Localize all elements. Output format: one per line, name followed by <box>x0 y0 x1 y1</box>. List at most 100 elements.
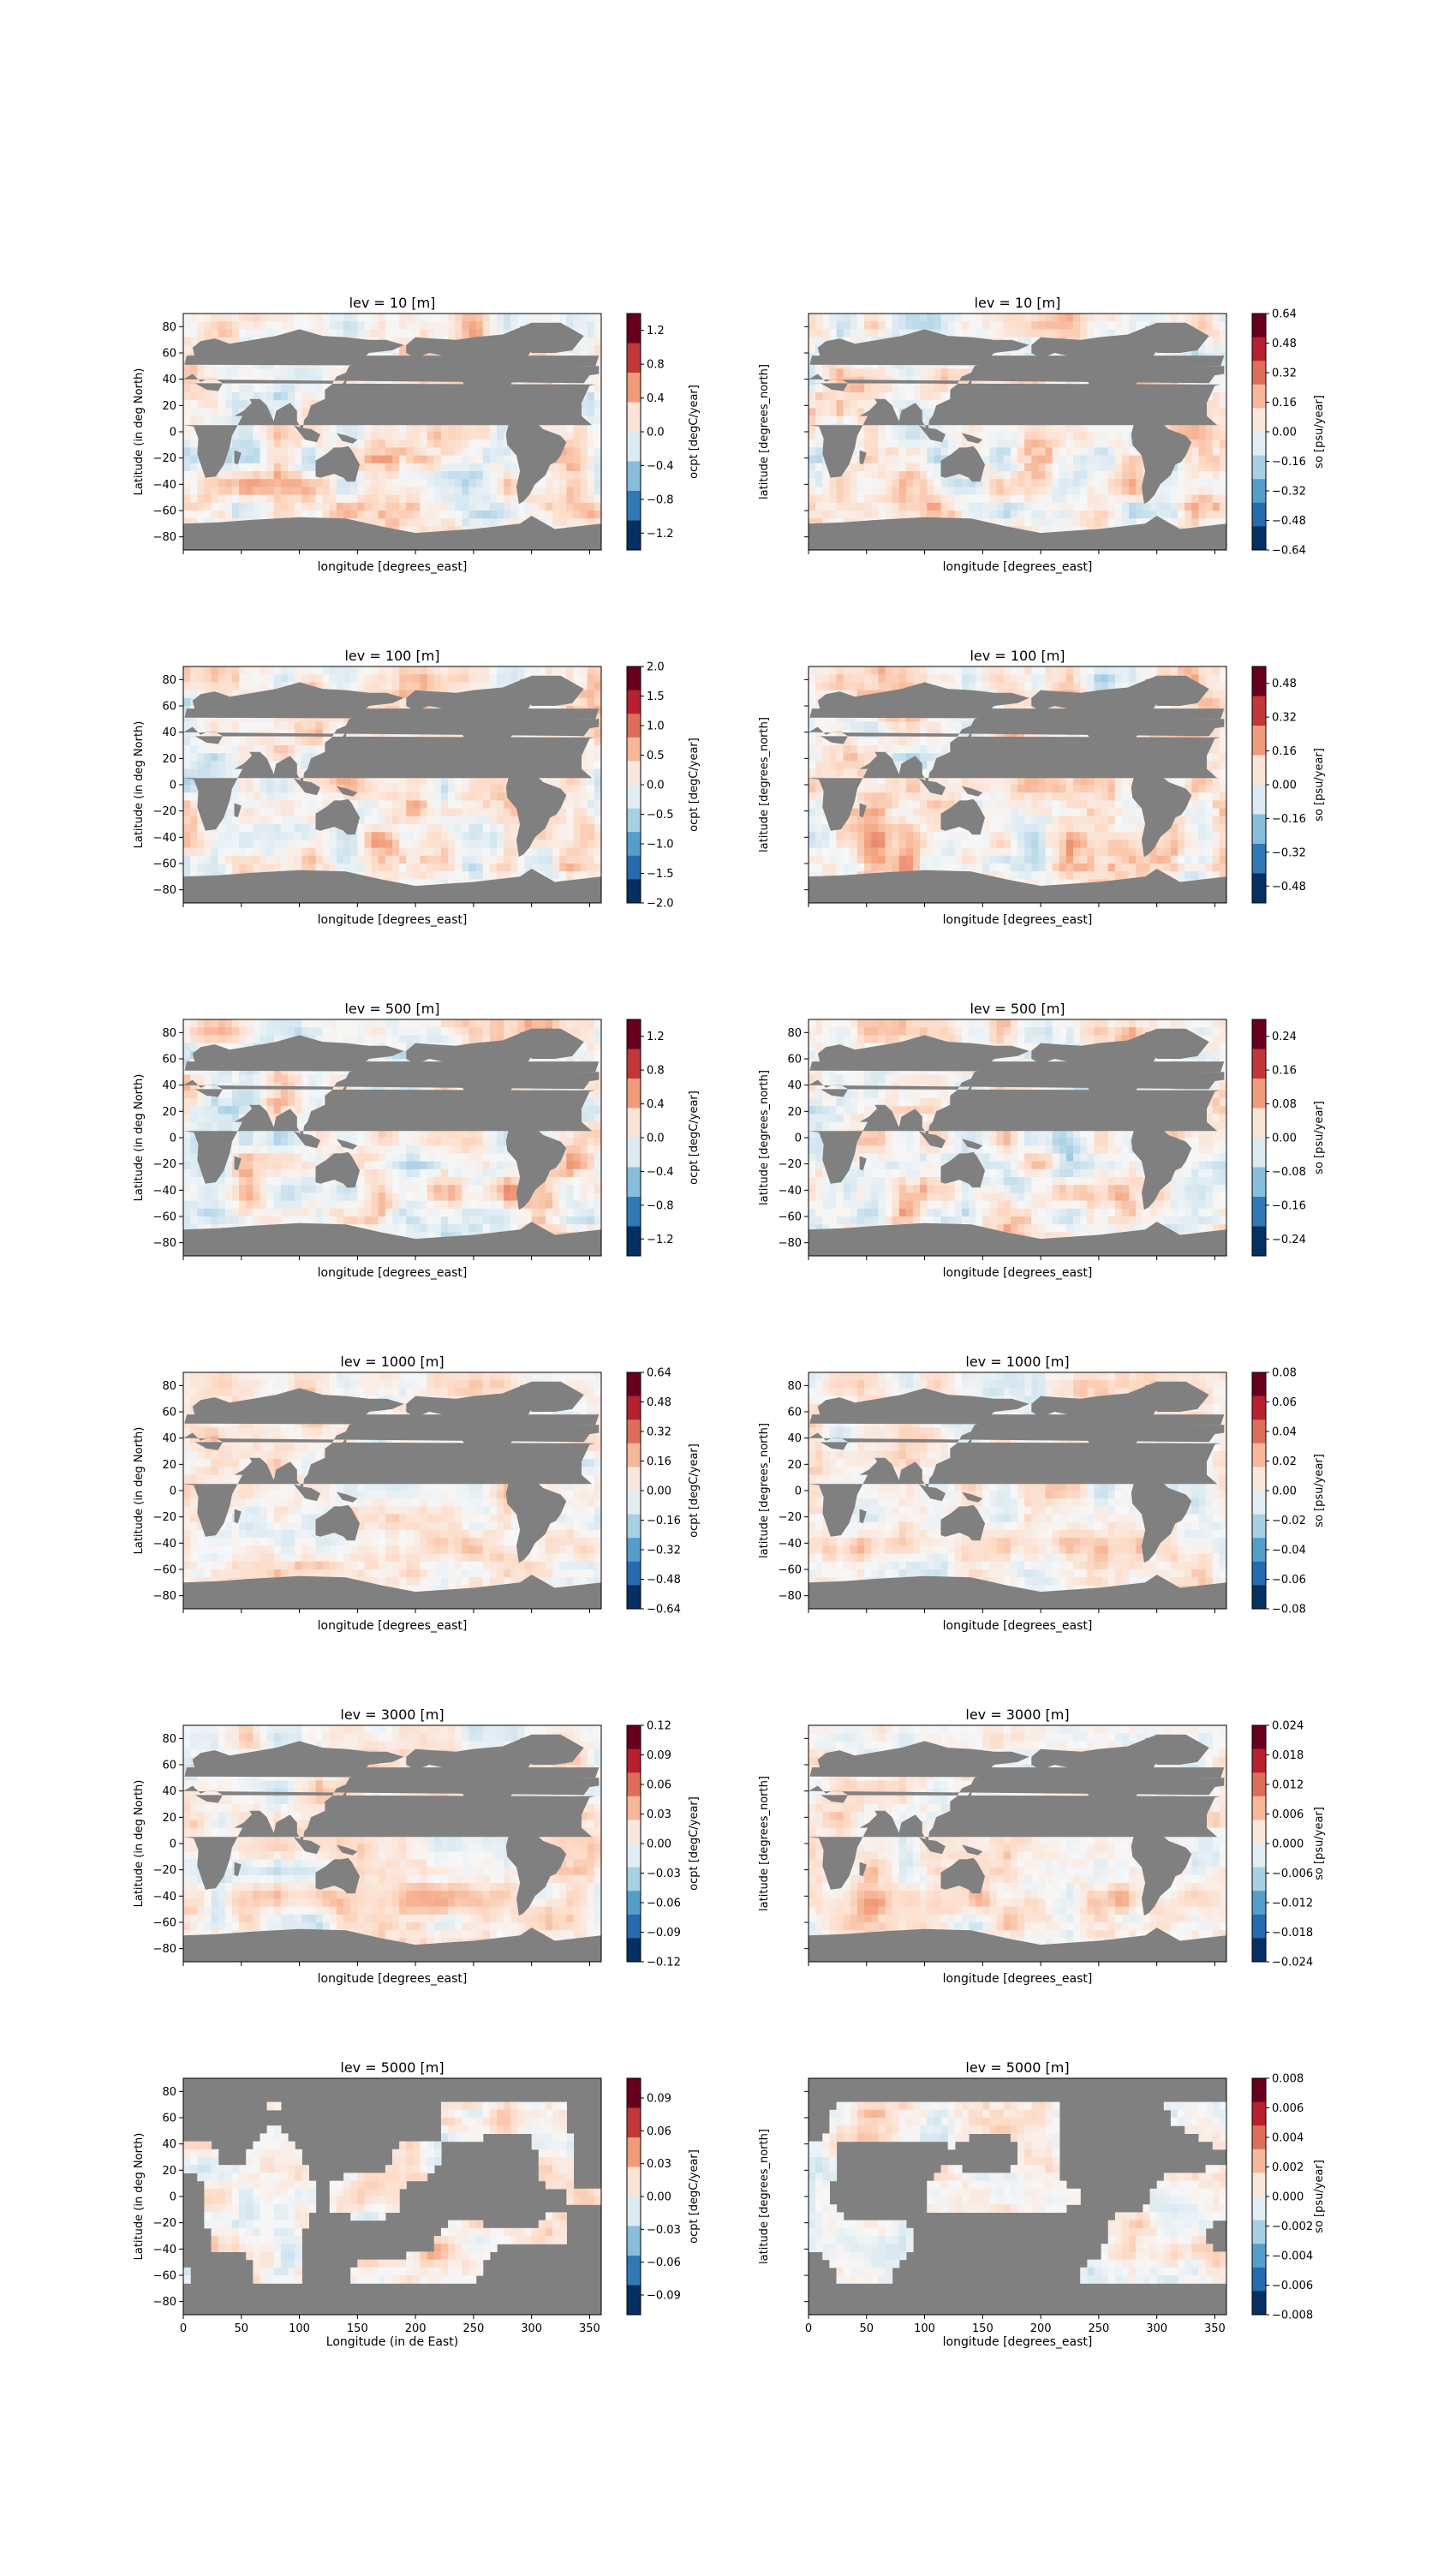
ocean-cell <box>246 314 254 322</box>
ocean-cell <box>1010 432 1018 440</box>
ocean-cell <box>1031 439 1039 448</box>
ocean-cell <box>280 321 289 330</box>
ocean-cell <box>440 674 449 683</box>
ocean-cell <box>982 471 991 480</box>
ocean-cell <box>580 344 588 354</box>
ocean-cell <box>246 487 254 496</box>
ocean-cell <box>898 321 907 330</box>
ocean-cell <box>815 487 823 496</box>
ocean-cell <box>455 321 462 330</box>
ocean-cell <box>231 721 240 731</box>
ocean-cell <box>920 471 928 480</box>
ocean-cell <box>1198 423 1207 433</box>
ocean-cell <box>266 439 275 448</box>
ocean-cell <box>239 721 247 731</box>
ocean-cell <box>982 479 991 487</box>
ocean-cell <box>378 423 386 433</box>
ocean-cell <box>322 864 331 872</box>
ocean-cell <box>809 439 816 448</box>
ocean-cell <box>336 682 344 691</box>
ocean-cell <box>1017 455 1025 464</box>
ocean-cell <box>295 479 302 487</box>
ocean-cell <box>462 423 470 433</box>
ocean-cell <box>280 511 289 519</box>
ocean-cell <box>420 479 428 487</box>
ocean-cell <box>350 423 358 433</box>
ocean-cell <box>1073 502 1081 511</box>
ocean-cell <box>1094 471 1102 480</box>
ocean-cell <box>183 682 191 691</box>
ocean-cell <box>1178 471 1185 480</box>
land-mass <box>183 329 600 478</box>
ocean-cell <box>1052 314 1060 322</box>
ocean-cell <box>350 479 358 487</box>
ocean-cell <box>1191 455 1200 464</box>
ocean-cell <box>266 776 275 786</box>
ocean-cell <box>329 321 337 330</box>
ocean-cell <box>836 368 844 378</box>
ocean-cell <box>822 368 830 378</box>
ocean-cell <box>224 816 233 825</box>
ocean-cell <box>892 479 900 487</box>
ocean-cell <box>1219 392 1226 401</box>
ocean-cell <box>266 666 275 675</box>
ocean-cell <box>433 432 442 440</box>
ocean-cell <box>190 368 198 378</box>
ocean-cell <box>239 800 247 810</box>
ocean-cell <box>1136 314 1143 322</box>
ocean-cell <box>468 800 477 810</box>
ocean-cell <box>343 511 351 519</box>
ocean-cell <box>809 344 816 354</box>
ocean-cell <box>934 471 942 480</box>
ocean-cell <box>224 447 233 457</box>
ocean-cell <box>218 855 226 864</box>
ocean-cell <box>246 321 254 330</box>
ocean-cell <box>385 511 393 519</box>
ocean-cell <box>329 487 337 496</box>
ocean-cell <box>809 376 816 386</box>
ocean-cell <box>253 439 261 448</box>
ocean-cell <box>295 321 302 330</box>
ocean-cell <box>239 329 247 338</box>
ocean-cell <box>1114 511 1123 519</box>
ocean-cell <box>231 785 240 793</box>
ocean-cell <box>1010 511 1018 519</box>
ocean-cell <box>260 361 268 369</box>
ocean-cell <box>1107 463 1116 472</box>
ocean-cell <box>392 423 400 433</box>
ocean-cell <box>864 511 872 519</box>
ocean-cell <box>905 463 914 472</box>
ocean-cell <box>1205 408 1214 417</box>
ocean-cell <box>1198 455 1207 464</box>
ocean-cell <box>587 423 595 433</box>
ocean-cell <box>947 314 956 322</box>
ocean-cell <box>392 871 400 880</box>
ocean-cell <box>364 840 373 849</box>
ocean-cell <box>239 816 247 825</box>
ocean-cell <box>885 361 893 369</box>
ocean-cell <box>864 384 872 393</box>
ocean-cell <box>273 314 282 322</box>
ocean-cell <box>1184 432 1192 440</box>
ocean-cell <box>315 314 324 322</box>
ocean-cell <box>273 824 282 833</box>
ocean-cell <box>183 745 191 754</box>
ocean-cell <box>357 487 366 496</box>
ocean-cell <box>594 415 601 425</box>
ocean-cell <box>308 455 317 464</box>
ocean-cell <box>197 737 205 746</box>
ocean-cell <box>253 511 261 519</box>
ocean-cell <box>961 321 970 330</box>
ocean-cell <box>266 816 275 825</box>
ocean-cell <box>183 463 191 472</box>
ocean-cell <box>301 832 309 840</box>
ocean-cell <box>413 847 421 857</box>
ocean-cell <box>231 768 240 778</box>
ocean-cell <box>996 329 1005 338</box>
ocean-cell <box>836 321 844 330</box>
ocean-cell <box>204 502 212 511</box>
ocean-cell <box>399 816 407 825</box>
ocean-cell <box>822 471 830 480</box>
ocean-cell <box>1107 502 1116 511</box>
ocean-cell <box>378 864 386 872</box>
